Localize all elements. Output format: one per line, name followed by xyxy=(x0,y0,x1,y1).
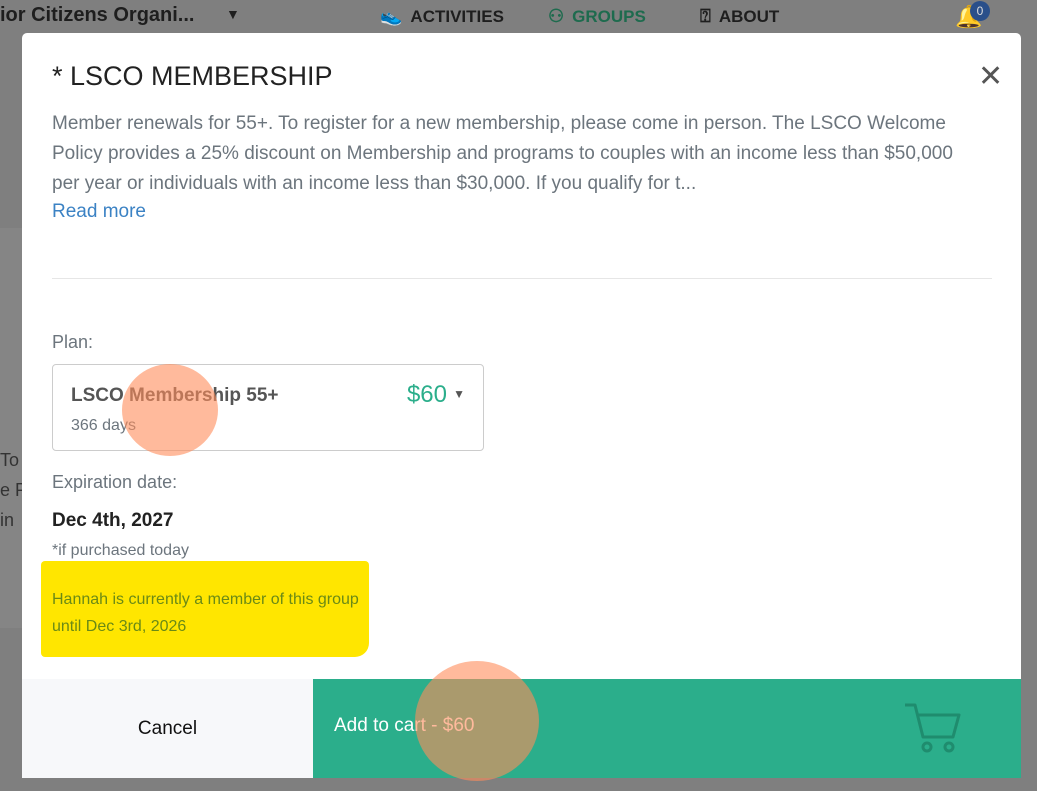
notification-badge: 0 xyxy=(970,1,990,21)
help-icon: ⍰ xyxy=(700,6,711,26)
organization-name[interactable]: ior Citizens Organi... xyxy=(0,4,195,26)
nav-label: ACTIVITIES xyxy=(410,6,504,26)
expiration-label: Expiration date: xyxy=(52,472,178,492)
plan-label: Plan: xyxy=(52,332,94,352)
top-navbar: ior Citizens Organi... ▼ 👟 ACTIVITIES ⚇ … xyxy=(0,0,1037,34)
plan-select[interactable]: LSCO Membership 55+ 366 days $60 ▼ xyxy=(52,364,484,451)
background-panel xyxy=(0,228,22,628)
people-icon: ⚇ xyxy=(548,6,565,26)
chevron-down-icon: ▼ xyxy=(453,387,465,401)
add-to-cart-label: Add to cart - $60 xyxy=(334,715,475,736)
modal-description: Member renewals for 55+. To register for… xyxy=(52,113,953,194)
nav-groups[interactable]: ⚇ GROUPS xyxy=(548,6,646,27)
plan-price: $60 xyxy=(406,381,447,408)
plan-duration: 366 days xyxy=(71,417,136,434)
plan-name: LSCO Membership 55+ xyxy=(71,385,279,406)
chevron-down-icon[interactable]: ▼ xyxy=(226,6,240,22)
cart-icon xyxy=(905,703,961,753)
expiration-date: Dec 4th, 2027 xyxy=(52,510,174,531)
cancel-button[interactable]: Cancel xyxy=(22,679,313,778)
background-text: To xyxy=(0,450,20,470)
nav-activities[interactable]: 👟 ACTIVITIES xyxy=(380,6,504,27)
member-status: Hannah is currently a member of this gro… xyxy=(52,591,359,635)
background-text: in xyxy=(0,510,15,530)
expiration-note: *if purchased today xyxy=(52,542,189,559)
highlight-mark xyxy=(41,561,369,657)
nav-label: GROUPS xyxy=(572,6,646,26)
read-more-link[interactable]: Read more xyxy=(52,201,146,222)
background-text: e P xyxy=(0,480,28,500)
cancel-label: Cancel xyxy=(137,717,198,739)
shoe-icon: 👟 xyxy=(380,6,403,26)
close-icon[interactable]: ✕ xyxy=(978,60,1004,93)
membership-modal: * LSCO MEMBERSHIP ✕ Member renewals for … xyxy=(22,33,1021,778)
add-to-cart-button[interactable]: Add to cart - $60 xyxy=(313,679,1021,778)
nav-about[interactable]: ⍰ ABOUT xyxy=(700,6,779,27)
modal-title: * LSCO MEMBERSHIP xyxy=(52,61,333,91)
divider xyxy=(52,278,992,279)
nav-label: ABOUT xyxy=(718,6,780,26)
